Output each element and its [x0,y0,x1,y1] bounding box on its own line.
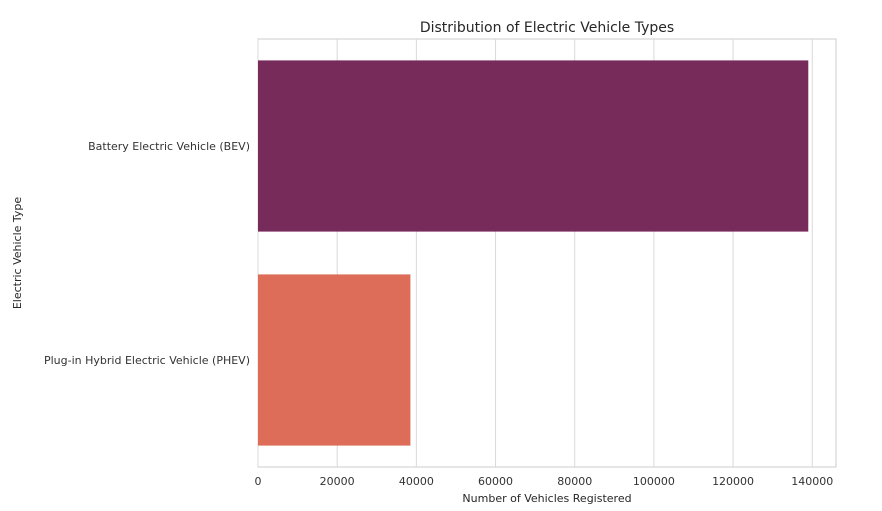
bar [258,274,411,446]
x-tick-label: 100000 [633,475,675,488]
chart-title: Distribution of Electric Vehicle Types [420,20,674,36]
x-tick-label: 0 [255,475,262,488]
x-tick-label: 120000 [712,475,754,488]
x-tick-label: 80000 [557,475,592,488]
x-axis-ticks: 0 20000 40000 60000 80000 100000 120000 140000 [255,475,834,488]
y-axis-categories: Battery Electric Vehicle (BEV) Plug-in Hy… [44,140,250,367]
x-axis-label: Number of Vehicles Registered [462,492,631,505]
y-category-label: Battery Electric Vehicle (BEV) [88,140,250,153]
x-tick-label: 20000 [320,475,355,488]
bars [258,60,809,446]
x-tick-label: 60000 [478,475,513,488]
y-category-label: Plug-in Hybrid Electric Vehicle (PHEV) [44,354,250,367]
bar [258,60,809,232]
y-axis-label: Electric Vehicle Type [11,197,24,310]
x-tick-label: 140000 [791,475,833,488]
x-tick-label: 40000 [399,475,434,488]
